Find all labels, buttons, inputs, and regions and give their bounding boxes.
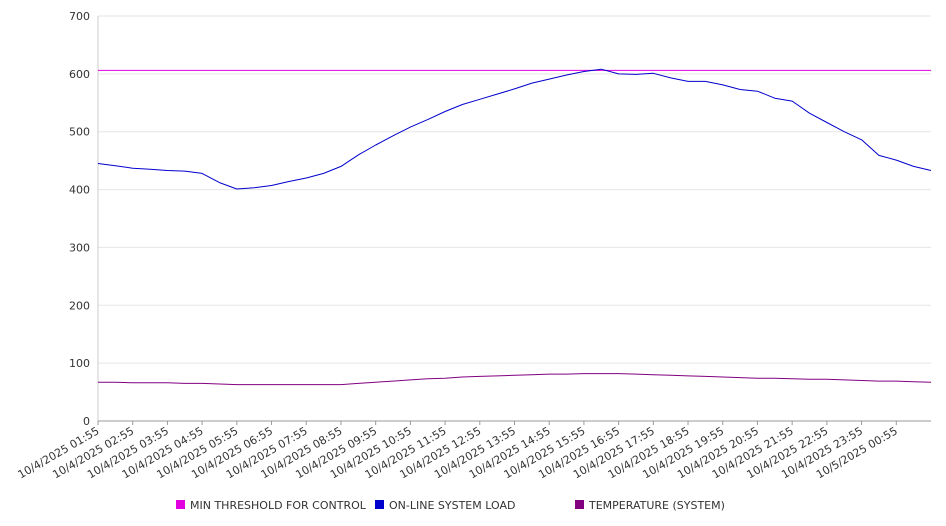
y-tick-label: 100 [69,357,90,370]
legend-swatch [176,500,185,509]
legend: MIN THRESHOLD FOR CONTROL ON-LINE SYSTEM … [176,499,725,512]
y-tick-label: 200 [69,299,90,312]
y-tick-label: 0 [83,415,90,428]
series-line-2 [98,373,932,386]
legend-swatch [375,500,384,509]
y-tick-label: 700 [69,10,90,23]
series-line-1 [97,68,932,190]
legend-label: TEMPERATURE (SYSTEM) [588,499,725,512]
y-tick-label: 500 [69,126,90,139]
legend-swatch [575,500,584,509]
grid [98,15,931,364]
y-tick-label: 400 [69,184,90,197]
y-tick-label: 600 [69,68,90,81]
series-lines [97,68,932,386]
y-tick-label: 300 [69,241,90,254]
y-axis-ticks: 0 100 200 300 400 500 600 700 [69,10,90,428]
legend-label: MIN THRESHOLD FOR CONTROL [190,499,367,512]
axes [97,16,931,422]
legend-label: ON-LINE SYSTEM LOAD [389,499,515,512]
